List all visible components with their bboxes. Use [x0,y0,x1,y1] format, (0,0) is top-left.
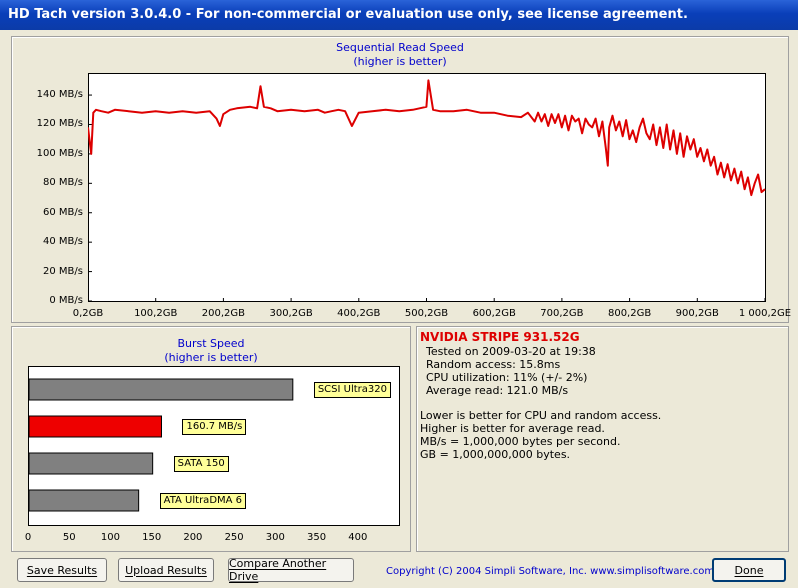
burst-x-tick-label: 150 [142,532,162,543]
read-plot-area [88,73,766,302]
note-gb: GB = 1,000,000,000 bytes. [420,448,571,461]
average-read: Average read: 121.0 MB/s [426,384,569,397]
read-y-tick-label: 120 MB/s [36,118,83,130]
burst-bar [28,415,162,438]
copyright-link[interactable]: Copyright (C) 2004 Simpli Software, Inc.… [386,566,715,577]
read-x-tick-label: 900,2GB [675,308,719,319]
read-x-tick-label: 100,2GB [134,308,178,319]
burst-bar-label: SCSI Ultra320 [313,382,391,398]
cpu-utilization: CPU utilization: 11% (+/- 2%) [426,371,588,384]
save-results-button[interactable]: Save Results [17,558,107,582]
read-y-tick-label: 100 MB/s [36,147,83,159]
upload-results-button[interactable]: Upload Results [118,558,214,582]
read-x-tick-label: 800,2GB [607,308,652,319]
done-button[interactable]: Done [712,558,786,582]
burst-chart-title: Burst Speed (higher is better) [12,337,410,365]
note-cpu: Lower is better for CPU and random acces… [420,409,662,422]
read-speed-chart [88,73,766,302]
burst-bar-label: SATA 150 [173,456,229,472]
random-access: Random access: 15.8ms [426,358,561,371]
read-chart-title: Sequential Read Speed (higher is better) [12,41,788,69]
info-panel [416,326,789,552]
burst-bar [28,452,154,475]
burst-chart-title-line1: Burst Speed [177,337,245,350]
read-y-tick-label: 40 MB/s [43,236,83,248]
read-chart-title-line2: (higher is better) [353,55,447,68]
burst-bar [28,489,140,512]
read-y-tick-label: 20 MB/s [43,265,83,277]
drive-name: NVIDIA STRIPE 931.52G [420,330,580,344]
burst-x-tick-label: 400 [348,532,368,543]
note-mbs: MB/s = 1,000,000 bytes per second. [420,435,621,448]
note-average: Higher is better for average read. [420,422,605,435]
read-x-tick-label: 300,2GB [269,308,313,319]
read-x-tick-label: 1 000,2GE [738,308,792,319]
burst-x-tick-label: 0 [24,532,32,543]
burst-x-tick-label: 50 [62,532,76,543]
read-x-tick-label: 600,2GB [472,308,516,319]
burst-bar-label: 160.7 MB/s [182,419,247,435]
read-chart-title-line1: Sequential Read Speed [336,41,464,54]
read-x-tick-label: 700,2GB [540,308,584,319]
read-x-tick-label: 400,2GB [337,308,381,319]
burst-chart-title-line2: (higher is better) [164,351,258,364]
burst-bar-label: ATA UltraDMA 6 [159,493,247,509]
read-y-tick-label: 140 MB/s [36,89,83,101]
read-speed-series-line [88,79,766,197]
burst-x-tick-label: 250 [224,532,244,543]
burst-x-tick-label: 300 [265,532,285,543]
burst-x-tick-label: 100 [100,532,120,543]
read-y-tick-label: 60 MB/s [43,206,83,218]
read-y-tick-label: 0 MB/s [49,295,83,306]
read-y-tick-label: 80 MB/s [43,177,83,189]
compare-drive-button[interactable]: Compare Another Drive [228,557,354,583]
title-bar[interactable]: HD Tach version 3.0.4.0 - For non-commer… [0,0,798,30]
tested-on: Tested on 2009-03-20 at 19:38 [426,345,596,358]
window-title: HD Tach version 3.0.4.0 - For non-commer… [8,7,688,22]
read-x-tick-label: 500,2GB [404,308,449,319]
burst-bar [28,378,294,401]
burst-x-tick-label: 350 [307,532,327,543]
read-x-tick-label: 0,2GB [72,308,104,319]
burst-x-tick-label: 200 [183,532,203,543]
read-x-tick-label: 200,2GB [201,308,246,319]
